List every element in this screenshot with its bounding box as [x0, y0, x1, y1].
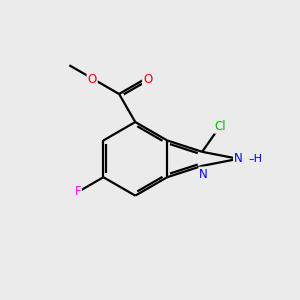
Text: Cl: Cl — [215, 120, 226, 133]
Text: N: N — [199, 168, 208, 181]
Text: –H: –H — [248, 154, 262, 164]
Text: O: O — [143, 73, 152, 86]
Text: O: O — [88, 73, 97, 86]
Text: F: F — [74, 185, 81, 198]
Text: N: N — [234, 152, 243, 165]
